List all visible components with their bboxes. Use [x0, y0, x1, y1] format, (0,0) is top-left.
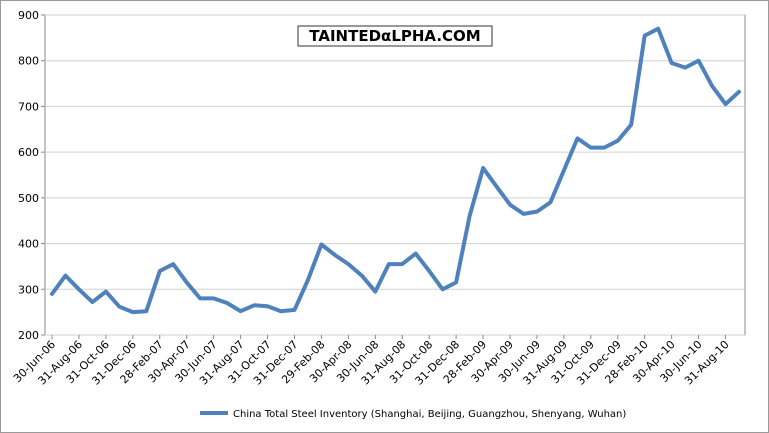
y-tick-label: 600	[18, 146, 39, 159]
plot-area	[44, 14, 746, 336]
y-tick-label: 300	[18, 283, 39, 296]
y-tick-label: 700	[18, 100, 39, 113]
y-tick-label: 400	[18, 238, 39, 251]
y-tick-label: 200	[18, 329, 39, 342]
y-tick-label: 900	[18, 9, 39, 22]
series-line	[50, 26, 741, 315]
watermark: TAINTEDαLPHA.COM	[309, 27, 480, 45]
watermark-box	[297, 25, 493, 47]
legend-label: China Total Steel Inventory (Shanghai, B…	[233, 409, 626, 420]
y-tick-label: 500	[18, 192, 39, 205]
y-tick-label: 800	[18, 55, 39, 68]
